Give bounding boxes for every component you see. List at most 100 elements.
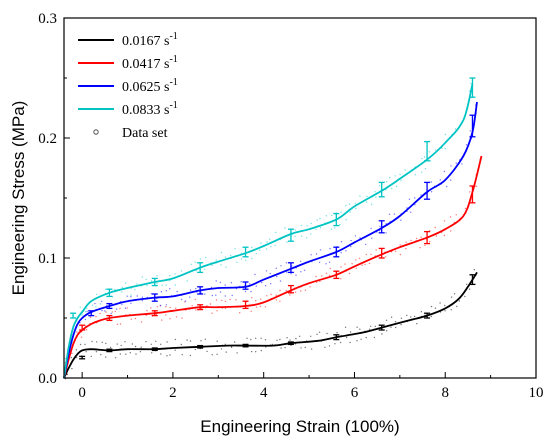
error-bar xyxy=(424,230,431,245)
data-set-point xyxy=(206,350,208,353)
data-set-point xyxy=(354,235,357,237)
data-set-point xyxy=(165,284,167,286)
data-set-point xyxy=(211,294,213,297)
data-set-point xyxy=(450,165,452,167)
data-set-point xyxy=(413,315,416,318)
series-line-2 xyxy=(63,101,478,379)
data-set-point xyxy=(71,352,73,355)
data-set-point xyxy=(366,195,368,197)
data-set-point xyxy=(195,309,197,311)
data-set-point xyxy=(89,316,92,319)
data-set-point xyxy=(390,326,392,328)
data-set-point xyxy=(265,248,268,250)
data-set-point xyxy=(328,274,331,276)
error-bar xyxy=(106,302,113,310)
x-axis-title: Engineering Strain (100%) xyxy=(200,417,399,436)
data-set-point xyxy=(176,290,178,293)
data-set-point xyxy=(216,353,218,355)
data-set-point xyxy=(359,195,361,197)
data-set-point xyxy=(211,264,213,266)
data-set-point xyxy=(95,293,98,296)
data-set-point xyxy=(119,323,122,325)
data-set-point xyxy=(266,241,268,243)
data-set-point xyxy=(301,235,303,237)
data-set-point xyxy=(126,295,128,297)
data-set-point xyxy=(356,340,358,342)
data-set-point xyxy=(386,330,388,332)
data-set-point xyxy=(111,311,114,313)
data-set-point xyxy=(340,211,342,213)
error-bar xyxy=(333,212,340,227)
data-set-point xyxy=(294,291,297,293)
error-bar xyxy=(424,181,431,200)
data-set-point xyxy=(84,318,87,321)
error-bar xyxy=(287,262,294,274)
data-set-point xyxy=(186,280,188,282)
data-set-point xyxy=(415,237,418,240)
data-set-point xyxy=(95,315,97,318)
data-set-point xyxy=(374,325,376,328)
data-set-point xyxy=(289,339,291,341)
data-set-point xyxy=(361,264,363,266)
error-bar xyxy=(378,324,385,331)
data-set-point xyxy=(236,261,238,263)
data-set-point xyxy=(279,338,281,341)
data-set-point xyxy=(174,284,176,286)
data-set-point xyxy=(145,314,147,317)
data-set-point xyxy=(455,214,457,216)
data-set-point xyxy=(86,310,88,312)
data-set-point xyxy=(388,213,391,215)
data-set-point xyxy=(165,290,167,292)
data-set-point xyxy=(165,306,167,308)
data-set-point xyxy=(76,331,78,333)
data-set-point xyxy=(169,318,171,320)
error-bar xyxy=(197,262,204,274)
error-bar xyxy=(378,247,385,259)
data-set-point xyxy=(429,160,432,162)
data-set-point xyxy=(159,304,162,307)
data-set-point xyxy=(279,300,281,302)
data-set-point xyxy=(389,176,391,179)
plot-frame xyxy=(63,17,537,379)
data-set-point xyxy=(160,343,162,345)
data-set-point xyxy=(276,339,278,341)
data-set-point xyxy=(375,249,377,251)
data-set-point xyxy=(279,289,281,292)
data-set-point xyxy=(300,224,302,227)
data-set-point xyxy=(101,341,104,343)
data-set-point xyxy=(420,194,422,196)
error-bar xyxy=(469,274,476,286)
data-set-point xyxy=(119,353,122,355)
data-set-point xyxy=(414,204,416,206)
data-set-point xyxy=(219,281,222,284)
data-set-point xyxy=(140,321,143,323)
data-set-point xyxy=(75,356,78,359)
data-set-point xyxy=(116,343,118,345)
data-set-point xyxy=(99,303,102,305)
data-set-point xyxy=(395,185,398,188)
data-set-point xyxy=(90,355,93,358)
data-set-point xyxy=(95,351,98,353)
data-set-point xyxy=(161,319,163,321)
data-set-point xyxy=(326,332,328,335)
data-set-point xyxy=(79,343,82,346)
data-set-point xyxy=(244,290,247,293)
data-set-point xyxy=(325,263,327,265)
data-set-point xyxy=(344,263,346,265)
data-set-point xyxy=(430,181,432,183)
data-set-point xyxy=(114,288,116,291)
data-set-point xyxy=(245,259,247,261)
data-set-point xyxy=(258,249,261,251)
data-set-point xyxy=(355,267,357,269)
y-tick-label: 0.3 xyxy=(38,11,57,27)
data-set-point xyxy=(255,300,257,302)
data-set-point xyxy=(189,289,192,291)
data-set-point xyxy=(189,340,192,342)
data-set-point xyxy=(306,237,308,239)
data-set-point xyxy=(420,311,423,313)
error-bar xyxy=(197,344,204,349)
legend: 0.0167 s-1 0.0417 s-1 0.0625 s-1 0.0833 s-1… xyxy=(78,31,178,141)
data-set-point xyxy=(205,256,207,259)
data-set-point xyxy=(295,274,297,276)
data-set-point xyxy=(174,273,176,275)
